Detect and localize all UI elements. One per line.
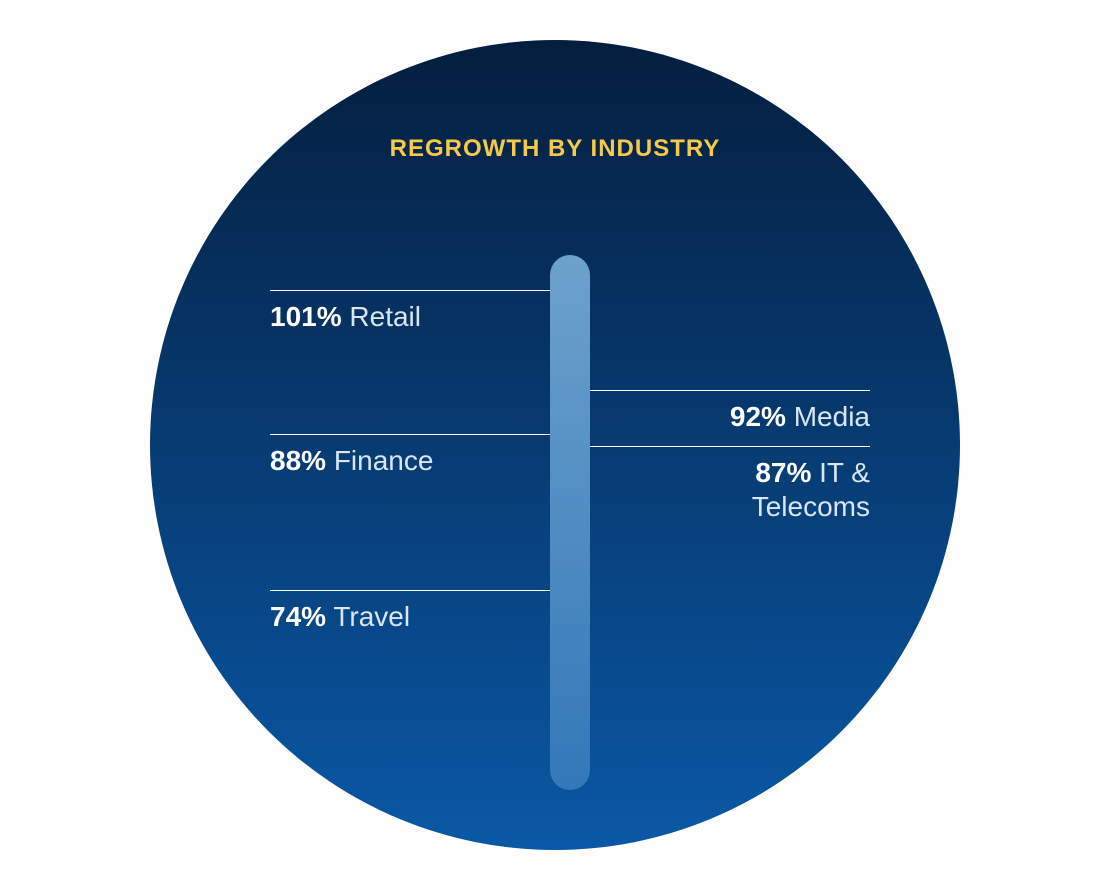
industry-name: Finance xyxy=(326,445,433,476)
chart-title: REGROWTH BY INDUSTRY xyxy=(0,135,1110,163)
tick-line xyxy=(590,446,870,447)
industry-entry: 92% Media xyxy=(730,400,870,434)
percent-value: 101% xyxy=(270,301,342,332)
industry-name-line2: Telecoms xyxy=(752,491,870,522)
tick-line xyxy=(270,590,550,591)
industry-entry: 101% Retail xyxy=(270,300,421,334)
percent-value: 87% xyxy=(755,457,811,488)
industry-name: Retail xyxy=(342,301,421,332)
tick-line xyxy=(270,290,550,291)
percent-value: 74% xyxy=(270,601,326,632)
industry-name: Media xyxy=(786,401,870,432)
infographic-stage: REGROWTH BY INDUSTRY 101% Retail 92% Medi… xyxy=(0,0,1110,891)
percent-value: 92% xyxy=(730,401,786,432)
industry-name: Travel xyxy=(326,601,410,632)
tick-line xyxy=(270,434,550,435)
industry-entry: 88% Finance xyxy=(270,444,433,478)
tick-line xyxy=(590,390,870,391)
thermometer-bar xyxy=(550,255,590,790)
industry-entry: 87% IT &Telecoms xyxy=(620,456,870,524)
industry-entry: 74% Travel xyxy=(270,600,410,634)
percent-value: 88% xyxy=(270,445,326,476)
industry-name: IT & xyxy=(811,457,870,488)
